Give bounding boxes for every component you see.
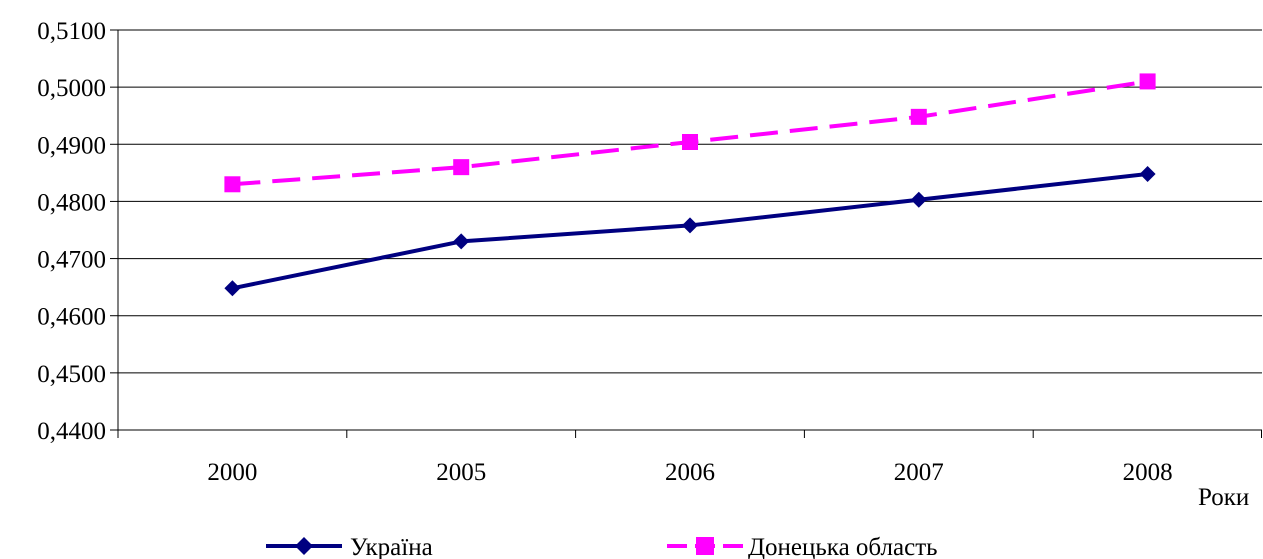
legend: Україна Донецька область xyxy=(266,534,938,559)
y-tick-label: 0,4700 xyxy=(37,247,106,274)
y-tick-labels: 0,4400 0,4500 0,4600 0,4700 0,4800 0,4900 0,50… xyxy=(37,18,106,445)
y-tick-label: 0,5000 xyxy=(37,75,106,102)
y-tick-label: 0,4900 xyxy=(37,132,106,159)
axes xyxy=(110,29,1262,438)
legend-marker xyxy=(295,537,313,555)
data-point xyxy=(682,134,698,150)
y-tick-label: 0,4800 xyxy=(37,189,106,216)
legend-entry: Донецька область xyxy=(667,534,938,559)
data-point xyxy=(224,176,241,193)
series-lines xyxy=(224,73,1156,297)
data-point xyxy=(1139,166,1156,182)
y-tick-label: 0,4400 xyxy=(37,418,106,445)
data-point xyxy=(453,159,470,176)
x-tick-label: 2006 xyxy=(665,459,715,486)
legend-entry: Україна xyxy=(266,534,433,559)
x-axis-label: Роки xyxy=(1198,484,1249,511)
x-tick-labels: 2000 2005 2006 2007 2008 xyxy=(207,459,1172,486)
legend-marker xyxy=(696,537,714,555)
series-line xyxy=(232,79,1148,187)
legend-label: Україна xyxy=(350,534,433,559)
data-point xyxy=(910,191,927,208)
y-tick-label: 0,4500 xyxy=(37,361,106,388)
y-tick-label: 0,4600 xyxy=(37,304,106,331)
legend-label: Донецька область xyxy=(748,534,938,559)
data-point xyxy=(453,233,470,250)
x-tick-label: 2005 xyxy=(436,459,486,486)
data-point xyxy=(910,108,927,125)
series-1 xyxy=(224,166,1156,297)
data-point xyxy=(682,217,698,234)
gridlines xyxy=(118,29,1262,374)
data-point xyxy=(1139,73,1156,90)
series-2 xyxy=(224,73,1156,193)
x-tick-label: 2000 xyxy=(207,459,257,486)
x-tick-label: 2008 xyxy=(1123,459,1173,486)
x-tick-label: 2007 xyxy=(894,459,944,486)
data-point xyxy=(224,280,241,297)
y-tick-label: 0,5100 xyxy=(37,18,106,45)
